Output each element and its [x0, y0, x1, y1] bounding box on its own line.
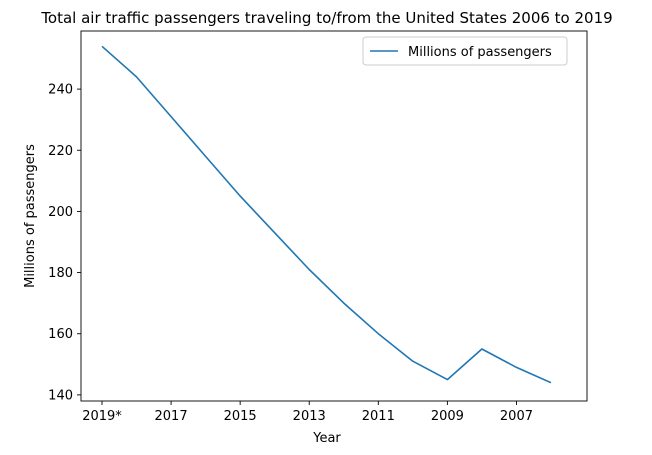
x-axis: 2019* 2017 2015 2013 2011 2009 2007 — [82, 401, 533, 424]
plot-area — [80, 30, 588, 402]
y-tick-label: 140 — [48, 388, 73, 403]
y-tick-label: 200 — [48, 205, 73, 220]
x-tick-label: 2017 — [155, 409, 188, 424]
legend-label: Millions of passengers — [408, 45, 552, 60]
x-axis-label: Year — [312, 431, 341, 446]
x-tick-label: 2009 — [431, 409, 464, 424]
series-line-millions-of-passengers — [101, 45, 552, 384]
y-tick-label: 180 — [48, 266, 73, 281]
y-axis-label: Millions of passengers — [23, 144, 38, 288]
y-tick-label: 240 — [48, 83, 73, 98]
y-tick-label: 220 — [48, 144, 73, 159]
x-tick-label: 2011 — [362, 409, 395, 424]
x-tick-label: 2007 — [500, 409, 533, 424]
legend: Millions of passengers — [362, 36, 568, 66]
y-axis: 140 160 180 200 220 240 — [48, 83, 81, 403]
x-tick-label: 2015 — [224, 409, 257, 424]
x-tick-label: 2013 — [293, 409, 326, 424]
y-tick-label: 160 — [48, 327, 73, 342]
chart-title: Total air traffic passengers traveling t… — [40, 9, 612, 27]
legend-box — [362, 36, 568, 66]
x-tick-label: 2019* — [82, 409, 122, 424]
